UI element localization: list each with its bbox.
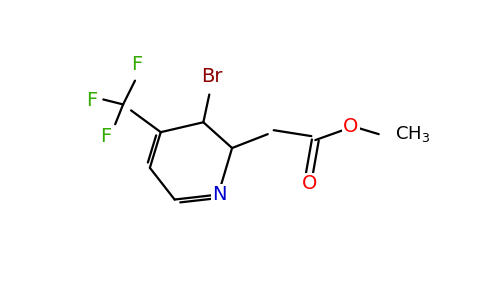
Text: F: F (100, 127, 111, 146)
Text: CH$_3$: CH$_3$ (394, 124, 430, 144)
Text: F: F (86, 91, 97, 110)
Text: N: N (212, 185, 227, 204)
Text: Br: Br (201, 67, 223, 86)
Text: O: O (302, 174, 317, 193)
Text: O: O (343, 117, 359, 136)
Text: F: F (131, 55, 143, 74)
